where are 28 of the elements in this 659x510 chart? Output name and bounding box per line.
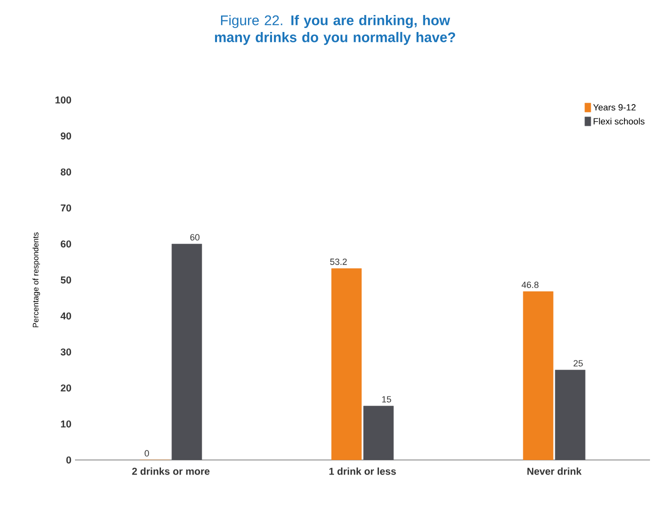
x-tick-label: Never drink (527, 468, 582, 475)
y-tick-label: 50 (60, 276, 72, 284)
data-label: 60 (190, 234, 200, 240)
bar (555, 370, 586, 460)
bar (363, 406, 394, 460)
y-tick-label: 60 (60, 240, 72, 248)
data-label: 53.2 (330, 258, 347, 265)
y-tick-label: 80 (60, 168, 72, 176)
bar (523, 291, 554, 460)
data-label: 0 (144, 450, 149, 456)
y-tick-label: 70 (60, 204, 72, 212)
y-tick-label: 10 (61, 420, 72, 428)
data-label: 15 (382, 396, 392, 402)
y-tick-label: 20 (60, 384, 72, 392)
data-label: 25 (574, 360, 583, 366)
legend-label: Years 9-12 (593, 104, 636, 111)
y-tick-label: 90 (60, 132, 72, 140)
y-tick-label: 30 (60, 348, 72, 356)
x-tick-label: 1 drink or less (329, 468, 396, 475)
y-tick-label: 100 (55, 96, 72, 104)
data-label: 46.8 (522, 282, 539, 288)
x-tick-label: 2 drinks or more (132, 468, 210, 475)
y-tick-label: 0 (66, 456, 72, 464)
bar (172, 244, 202, 460)
legend-label: Flexi schools (594, 118, 644, 124)
bar (331, 268, 362, 460)
y-tick-label: 40 (60, 312, 72, 320)
chart-title: Figure 22. If you are drinking, how many drinks do you normally have? (215, 15, 456, 45)
